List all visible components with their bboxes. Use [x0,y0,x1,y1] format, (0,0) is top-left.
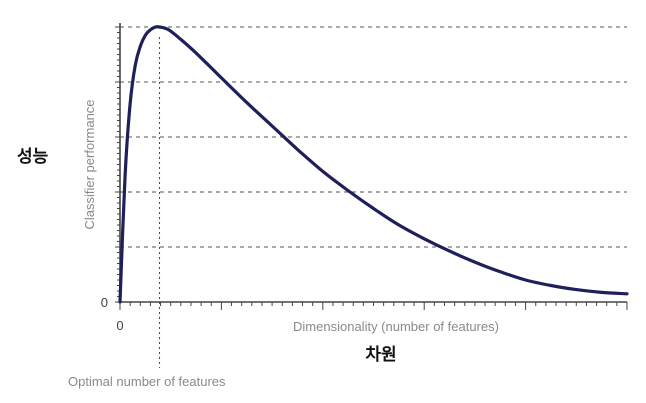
axis-ticks [115,26,628,310]
x-axis-label-korean: 차원 [365,345,396,365]
y-axis-label: Classifier performance [82,99,97,229]
optimal-features-annotation: Optimal number of features [68,374,226,389]
y-tick-label: 0 [101,295,108,310]
performance-curve [118,25,629,304]
x-axis-label: Dimensionality (number of features) [293,319,499,334]
y-axis-label-korean: 성능 [17,147,49,167]
grid-lines [120,26,627,248]
x-tick-label: 0 [116,318,123,333]
